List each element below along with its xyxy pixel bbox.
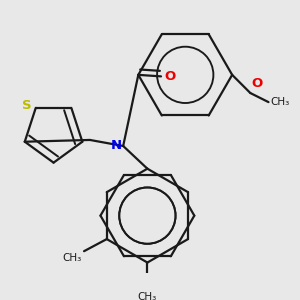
Text: CH₃: CH₃ xyxy=(270,97,289,107)
Text: S: S xyxy=(22,99,31,112)
Text: CH₃: CH₃ xyxy=(138,292,157,300)
Text: O: O xyxy=(252,77,263,90)
Text: O: O xyxy=(165,70,176,83)
Text: N: N xyxy=(110,139,122,152)
Text: CH₃: CH₃ xyxy=(62,253,82,263)
